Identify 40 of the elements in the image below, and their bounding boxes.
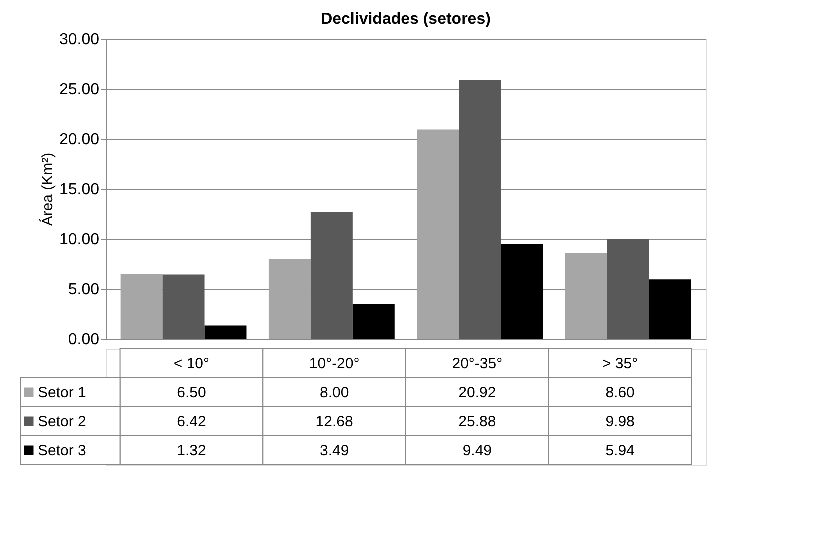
bar — [204, 326, 247, 339]
bar — [268, 259, 311, 339]
bar — [501, 244, 544, 339]
x-tick-label: < 10° — [174, 356, 210, 372]
y-tick-label: 0.00 — [68, 332, 100, 348]
y-tick-label: 25.00 — [59, 82, 100, 98]
data-label: 20.92 — [458, 384, 496, 402]
bar — [459, 80, 502, 339]
y-tick-label: 5.00 — [68, 282, 100, 298]
data-label: 9.49 — [462, 442, 492, 460]
data-label: 1.32 — [177, 442, 206, 460]
legend-label: Setor 2 — [38, 414, 86, 430]
data-label: 9.98 — [606, 414, 635, 430]
bar — [162, 274, 205, 339]
bar — [649, 280, 692, 339]
data-label: 6.50 — [177, 384, 206, 402]
legend-label: Setor 3 — [38, 442, 86, 460]
y-tick-label: 10.00 — [59, 232, 100, 248]
y-tick-label: 20.00 — [59, 132, 100, 148]
data-label: 3.49 — [320, 442, 350, 460]
y-axis-title: Área (Km²) — [38, 152, 56, 226]
legend-label: Setor 1 — [38, 384, 86, 402]
data-label: 8.60 — [606, 384, 635, 402]
bar — [417, 130, 460, 339]
data-label: 25.88 — [458, 414, 496, 430]
bar — [607, 239, 650, 339]
x-tick-label: 10°-20° — [309, 356, 360, 372]
x-tick-label: > 35° — [602, 356, 638, 372]
chart-title: Declividades (setores) — [321, 11, 491, 28]
data-label: 5.94 — [606, 442, 635, 460]
bar — [352, 304, 395, 339]
data-label: 6.42 — [177, 414, 206, 430]
bar — [565, 253, 608, 339]
data-label: 12.68 — [316, 414, 354, 430]
bar — [120, 274, 163, 339]
x-tick-label: 20°-35° — [452, 356, 503, 372]
bar — [310, 212, 353, 339]
y-tick-label: 30.00 — [59, 32, 100, 48]
y-tick-label: 15.00 — [59, 182, 100, 198]
data-label: 8.00 — [320, 384, 350, 402]
